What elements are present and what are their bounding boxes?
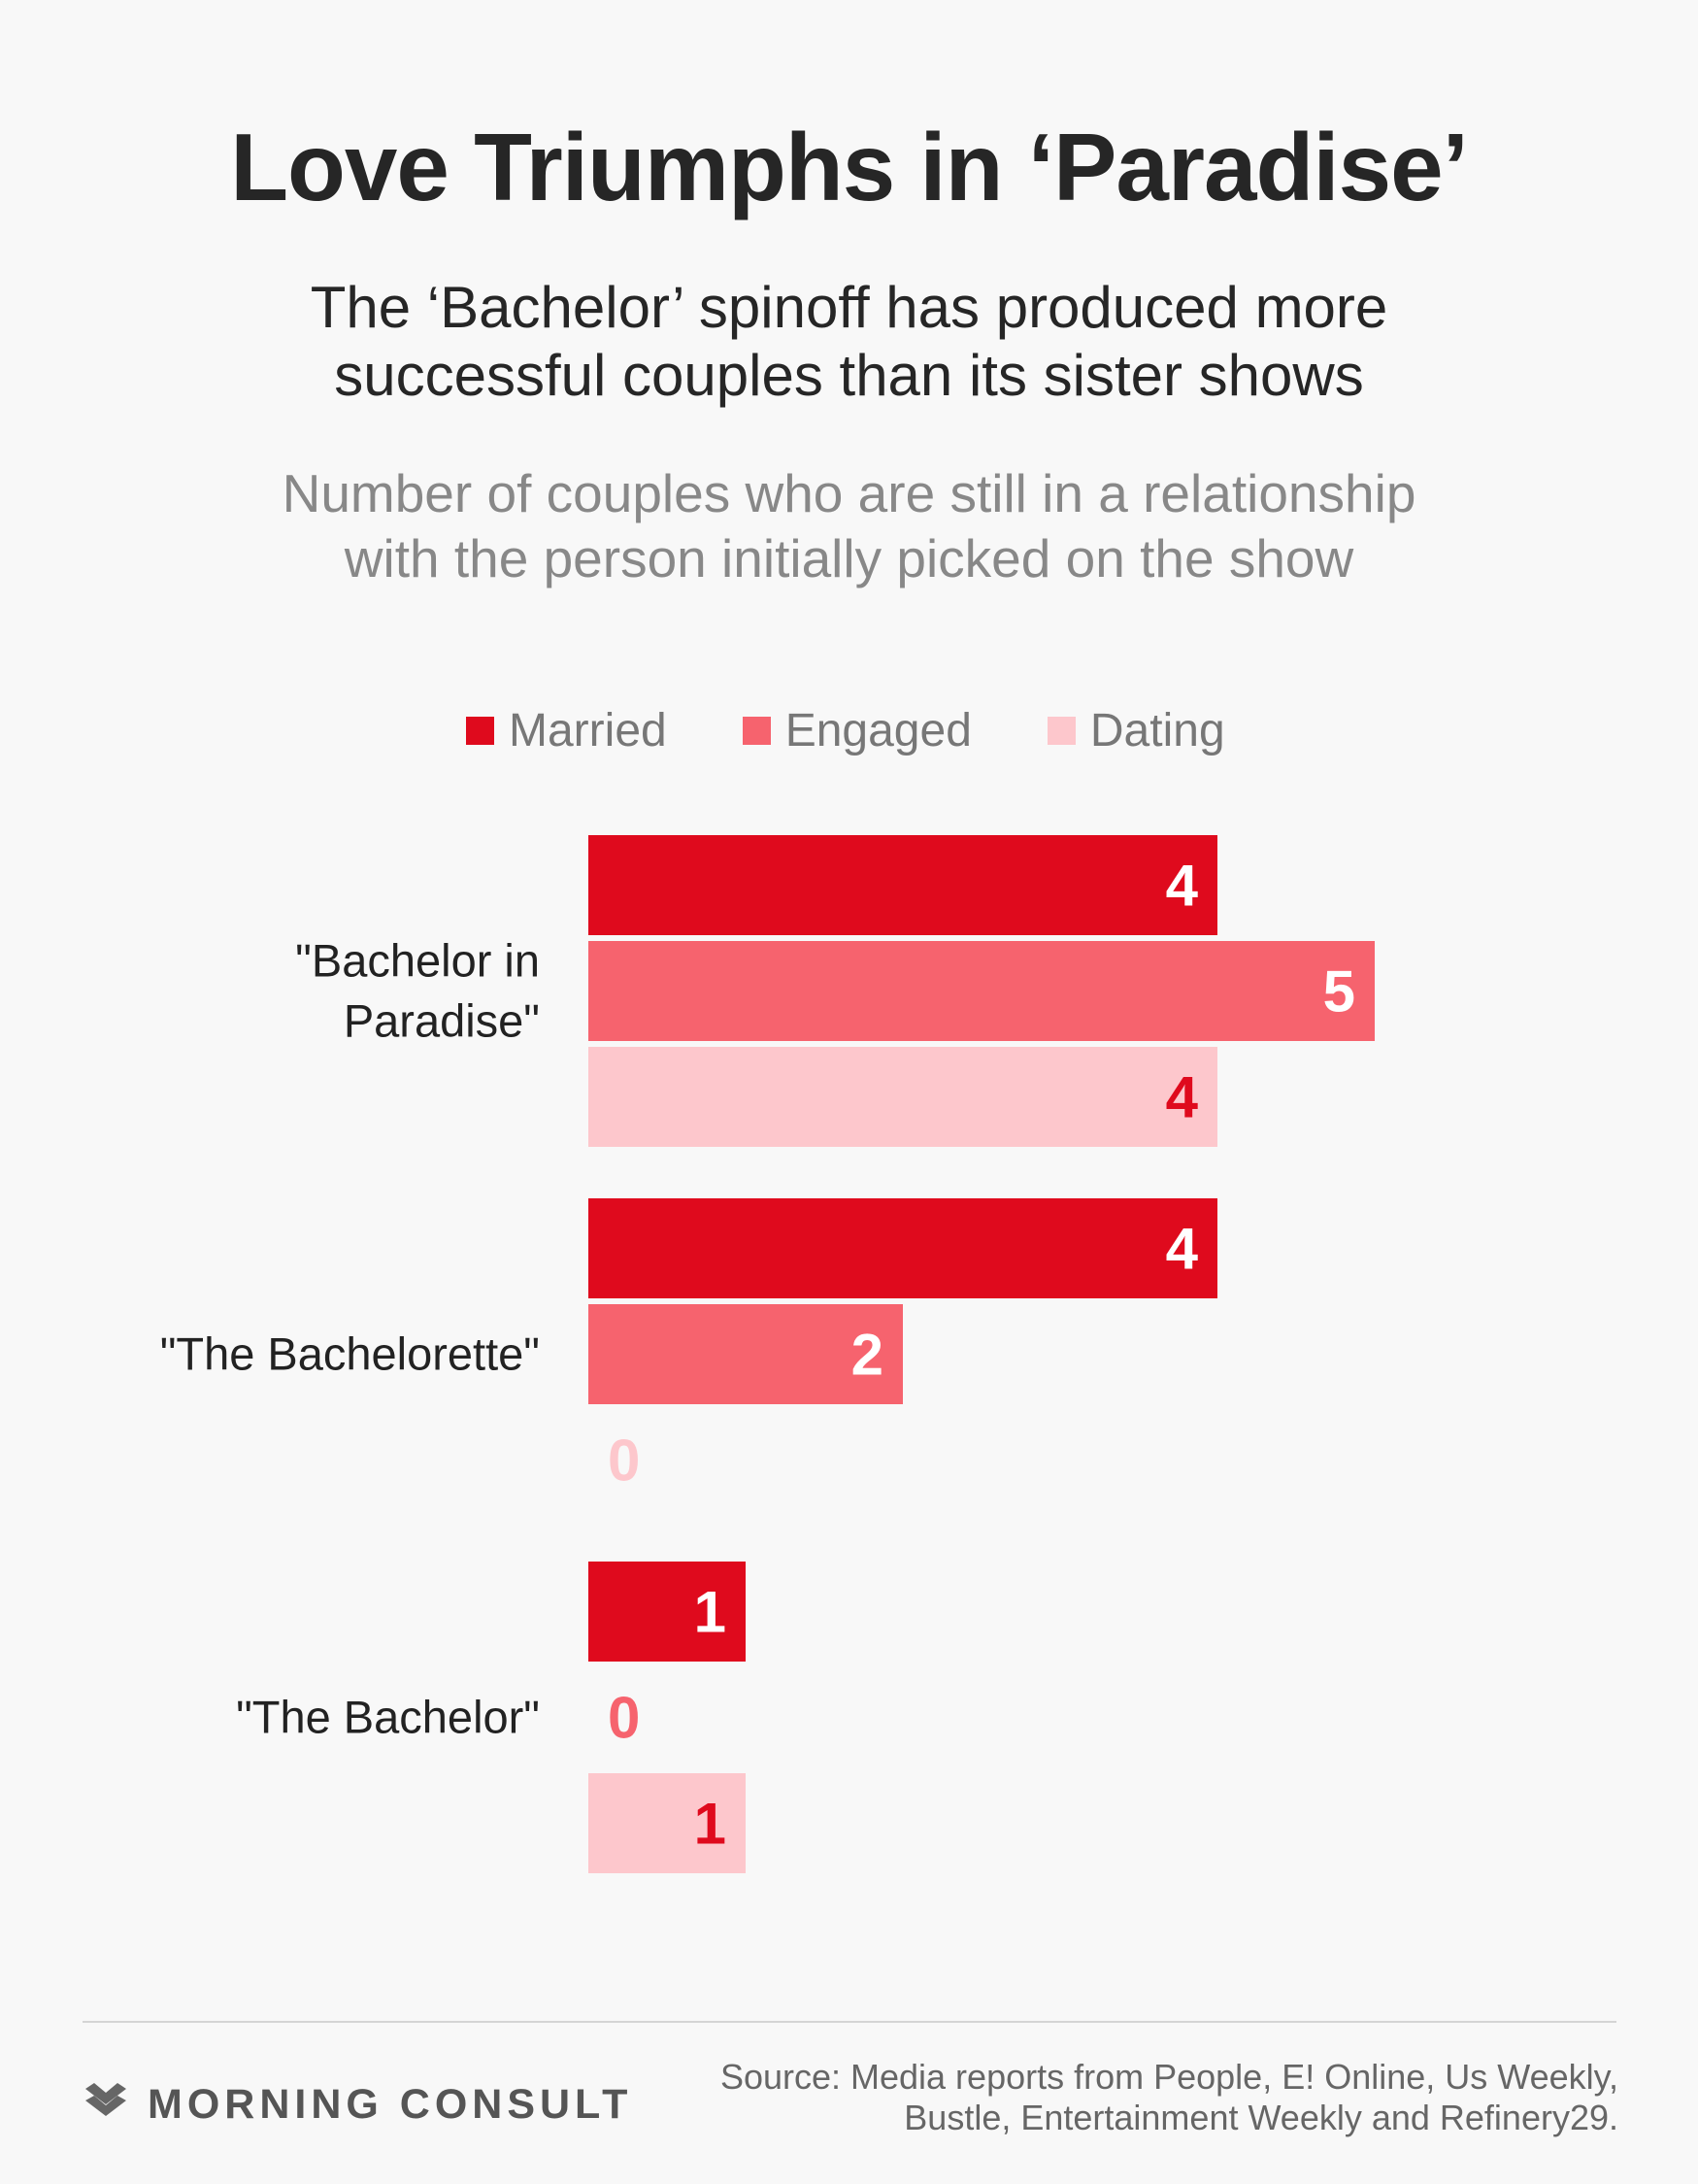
subtitle-line-2: successful couples than its sister shows xyxy=(334,343,1364,408)
data-label: 4 xyxy=(1166,1217,1199,1282)
legend-label-dating: Dating xyxy=(1089,704,1225,756)
brand-name: MORNING CONSULT xyxy=(148,2081,633,2128)
chart-title: Love Triumphs in ‘Paradise’ xyxy=(230,114,1469,220)
brand-logo: MORNING CONSULT xyxy=(85,2081,632,2129)
data-label: 1 xyxy=(694,1792,726,1857)
subtitle-line-1: The ‘Bachelor’ spinoff has produced more xyxy=(310,275,1388,340)
source-note: Source: Media reports from People, E! On… xyxy=(720,2057,1618,2138)
legend-swatch-married xyxy=(466,716,494,745)
category-label: Paradise" xyxy=(344,995,540,1047)
footer-divider xyxy=(83,2021,1616,2023)
category-label: "Bachelor in xyxy=(295,935,540,987)
source-line-2: Bustle, Entertainment Weekly and Refiner… xyxy=(904,2098,1618,2137)
note-line-1: Number of couples who are still in a rel… xyxy=(282,463,1416,523)
bar-engaged xyxy=(588,941,1375,1041)
chart-note: Number of couples who are still in a rel… xyxy=(0,461,1698,591)
legend-swatch-dating xyxy=(1047,716,1076,745)
bar-married xyxy=(588,1198,1217,1298)
source-line-1: Source: Media reports from People, E! On… xyxy=(719,2057,1618,2097)
bar-dating xyxy=(588,1773,746,1873)
legend-item-dating: Dating xyxy=(1047,704,1225,757)
data-label: 5 xyxy=(1323,959,1355,1025)
bar-married xyxy=(588,835,1217,935)
data-label: 4 xyxy=(1166,1065,1199,1130)
category-label: "The Bachelorette" xyxy=(160,1328,540,1380)
category-label: "The Bachelor" xyxy=(236,1692,540,1743)
legend-item-engaged: Engaged xyxy=(742,704,972,757)
data-label: 0 xyxy=(608,1686,640,1751)
chart-legend: Married Engaged Dating xyxy=(466,701,1301,759)
note-line-2: with the person initially picked on the … xyxy=(344,528,1354,588)
bar-married xyxy=(588,1562,746,1662)
chart-subtitle: The ‘Bachelor’ spinoff has produced more… xyxy=(0,274,1698,410)
bar-dating xyxy=(588,1047,1217,1147)
morning-consult-logo-icon xyxy=(85,2081,126,2129)
legend-item-married: Married xyxy=(466,704,667,757)
data-label: 2 xyxy=(851,1323,883,1388)
data-label: 0 xyxy=(608,1428,640,1494)
legend-label-engaged: Engaged xyxy=(784,704,972,756)
data-label: 1 xyxy=(694,1580,726,1645)
legend-label-married: Married xyxy=(509,704,667,756)
data-label: 4 xyxy=(1166,854,1199,919)
legend-swatch-engaged xyxy=(742,716,771,745)
bar-engaged xyxy=(588,1304,903,1404)
